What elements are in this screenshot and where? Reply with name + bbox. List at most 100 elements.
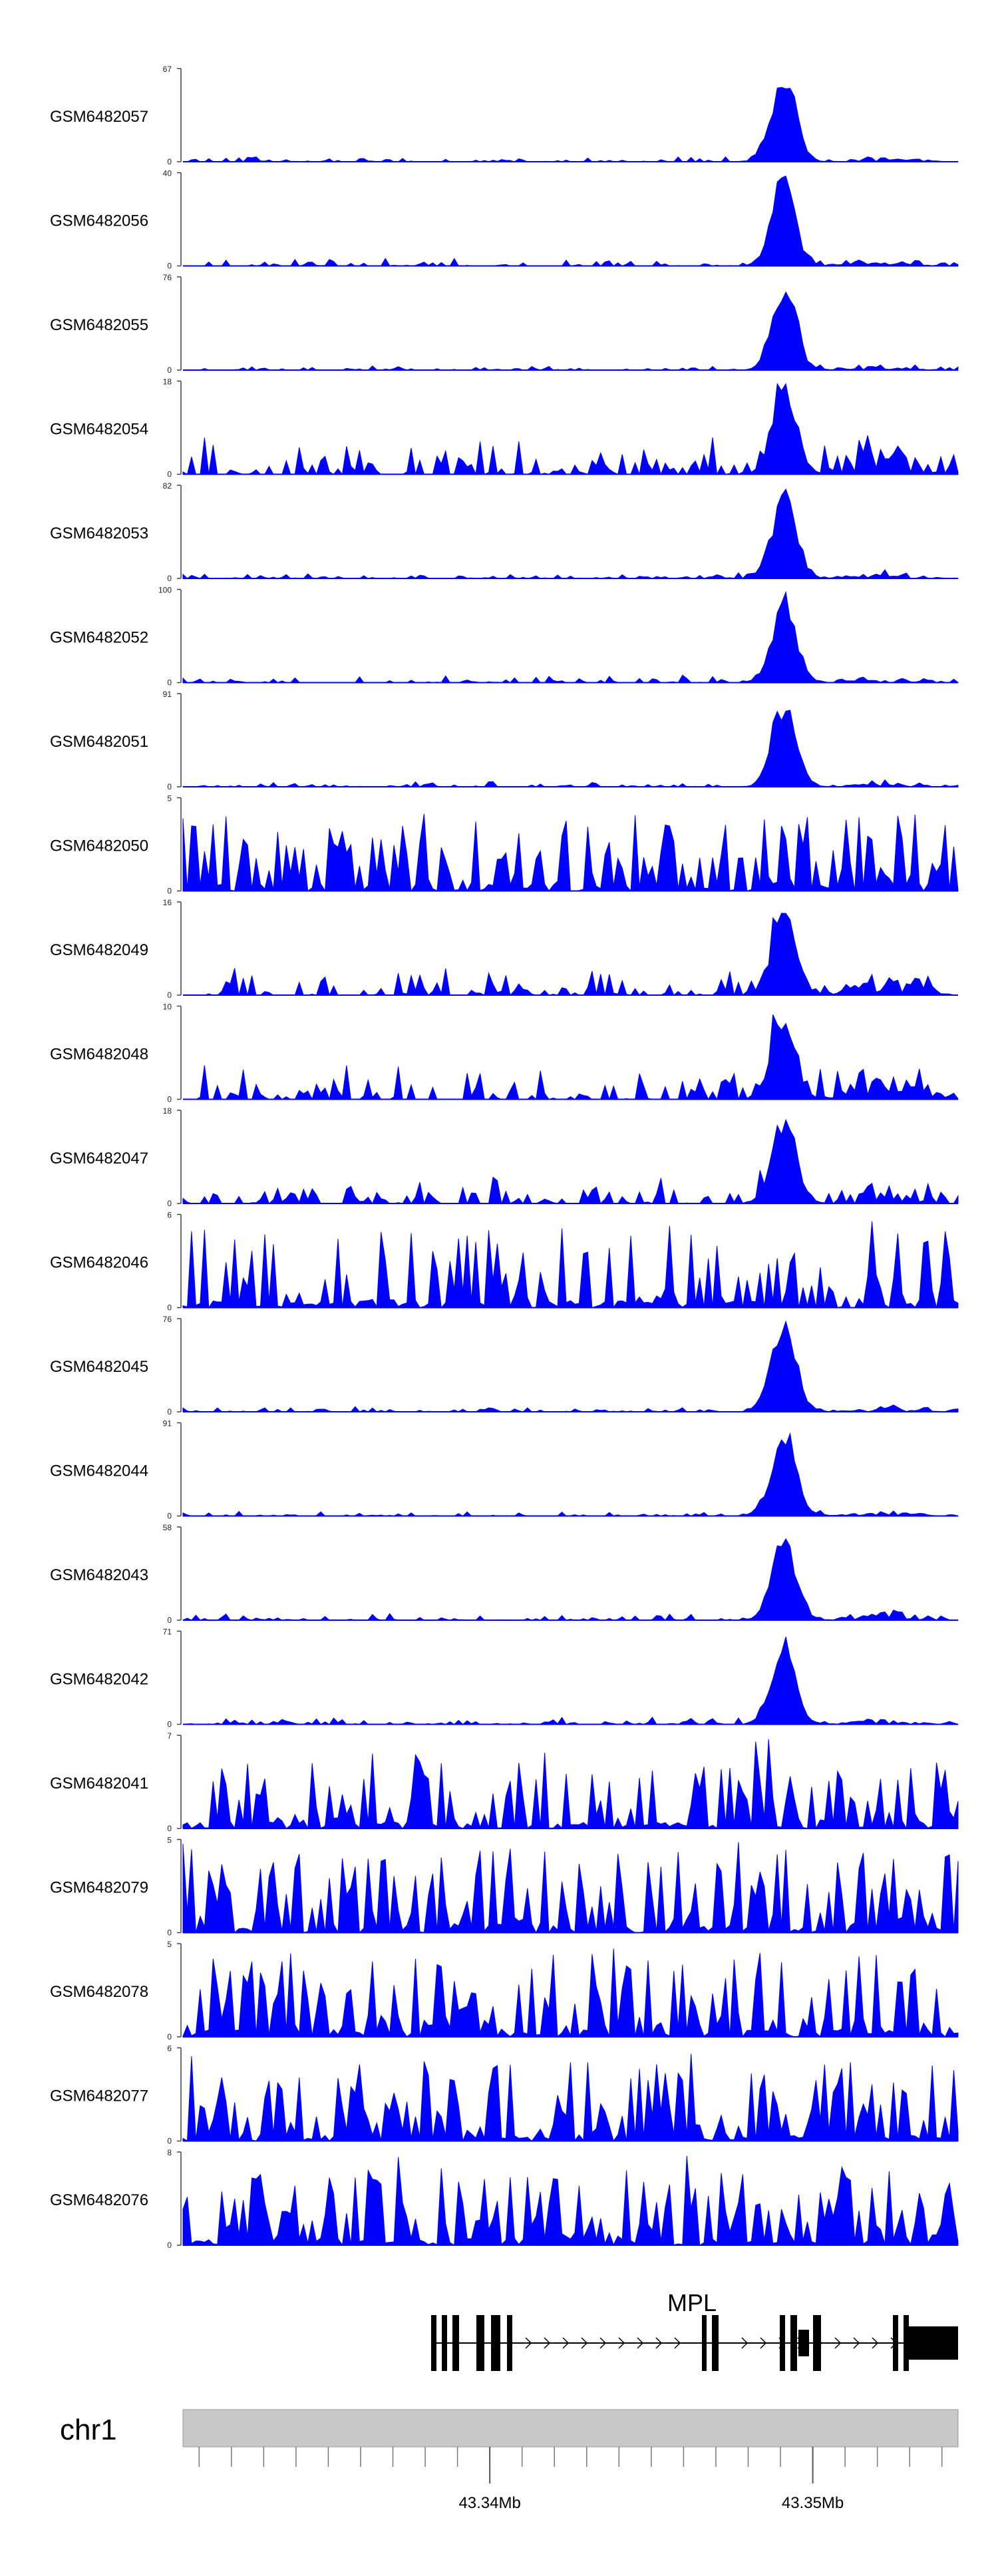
track-GSM6482045: GSM6482045 76 0: [50, 1315, 959, 1416]
track-GSM6482051: GSM6482051 91 0: [50, 690, 959, 791]
signal-area: [183, 175, 959, 267]
signal-area: [182, 2053, 959, 2143]
track-label: GSM6482043: [50, 1566, 148, 1584]
y-axis-min-label: 0: [167, 1512, 172, 1521]
utr-block: [909, 2326, 958, 2360]
signal-area: [182, 590, 959, 684]
track-GSM6482076: GSM6482076 8 0: [50, 2148, 959, 2250]
chromosome-axis: chr1 43.34Mb 43.35Mb: [60, 2409, 959, 2512]
y-axis-max-label: 6: [167, 1211, 172, 1220]
y-axis-max-label: 16: [163, 898, 172, 907]
y-axis-max-label: 18: [163, 377, 172, 387]
track-GSM6482044: GSM6482044 91 0: [50, 1419, 959, 1521]
strand-arrow: [853, 2337, 860, 2349]
exon: [507, 2315, 512, 2371]
y-axis-min-label: 0: [167, 1928, 172, 1938]
exon: [798, 2330, 809, 2356]
signal-area: [182, 1842, 959, 1934]
y-axis-max-label: 6: [167, 2044, 172, 2053]
y-axis-max-label: 91: [163, 690, 172, 699]
track-label: GSM6482053: [50, 525, 148, 542]
track-label: GSM6482049: [50, 941, 148, 959]
signal-area: [182, 710, 959, 787]
signal-area: [183, 1014, 959, 1101]
track-label: GSM6482046: [50, 1254, 148, 1272]
y-axis-max-label: 82: [163, 481, 172, 491]
strand-arrow: [618, 2337, 625, 2349]
y-axis-max-label: 100: [158, 586, 172, 595]
y-axis-min-label: 0: [167, 1303, 172, 1313]
strand-arrow: [544, 2337, 551, 2349]
y-axis-min-label: 0: [167, 1824, 172, 1833]
tick-label: 43.35Mb: [782, 2494, 844, 2512]
track-label: GSM6482076: [50, 2191, 148, 2209]
strand-arrow: [562, 2337, 570, 2349]
signal-area: [182, 813, 959, 892]
gene-model-track: MPL: [431, 2289, 958, 2371]
track-GSM6482057: GSM6482057 67 0: [50, 65, 959, 166]
y-axis-max-label: 5: [167, 1940, 172, 1949]
y-axis-min-label: 0: [167, 1615, 172, 1625]
y-axis-max-label: 67: [163, 65, 172, 74]
exon: [780, 2315, 785, 2371]
y-axis-min-label: 0: [167, 470, 172, 479]
exon: [712, 2315, 719, 2371]
coverage-tracks: GSM6482057670GSM6482056400GSM6482055760G…: [50, 65, 959, 2250]
y-axis-max-label: 58: [163, 1523, 172, 1532]
track-GSM6482042: GSM6482042 71 0: [50, 1627, 959, 1729]
strand-arrow: [637, 2337, 644, 2349]
y-axis-max-label: 5: [167, 794, 172, 803]
track-GSM6482079: GSM6482079 5 0: [50, 1836, 959, 1938]
y-axis-max-label: 40: [163, 169, 172, 178]
y-axis-max-label: 5: [167, 1836, 172, 1845]
y-axis-min-label: 0: [167, 2241, 172, 2250]
y-axis-min-label: 0: [167, 1720, 172, 1729]
track-label: GSM6482045: [50, 1358, 148, 1376]
strand-arrow: [525, 2337, 532, 2349]
track-label: GSM6482077: [50, 2087, 148, 2105]
track-label: GSM6482050: [50, 837, 148, 855]
y-axis-min-label: 0: [167, 782, 172, 791]
track-label: GSM6482057: [50, 108, 148, 126]
track-label: GSM6482048: [50, 1046, 148, 1064]
y-axis-max-label: 71: [163, 1627, 172, 1637]
exon: [476, 2315, 484, 2371]
track-GSM6482077: GSM6482077 6 0: [50, 2044, 959, 2146]
track-label: GSM6482042: [50, 1671, 148, 1689]
signal-area: [183, 87, 959, 162]
track-GSM6482056: GSM6482056 40 0: [50, 169, 959, 271]
exon: [904, 2315, 909, 2371]
y-axis-min-label: 0: [167, 990, 172, 1000]
y-axis-max-label: 76: [163, 1315, 172, 1324]
exon: [452, 2315, 459, 2371]
track-label: GSM6482079: [50, 1879, 148, 1897]
signal-area: [182, 1320, 959, 1412]
y-axis-min-label: 0: [167, 157, 172, 166]
exon: [702, 2315, 707, 2371]
y-axis-min-label: 0: [167, 262, 172, 271]
y-axis-min-label: 0: [167, 1407, 172, 1416]
track-GSM6482052: GSM6482052 100 0: [50, 586, 959, 688]
y-axis-min-label: 0: [167, 2032, 172, 2041]
signal-area: [182, 1118, 959, 1205]
strand-arrow: [674, 2337, 681, 2349]
track-label: GSM6482051: [50, 733, 148, 751]
strand-arrow: [834, 2337, 842, 2349]
signal-area: [182, 1636, 959, 1725]
track-GSM6482048: GSM6482048 10 0: [50, 1002, 959, 1104]
track-GSM6482053: GSM6482053 82 0: [50, 481, 959, 583]
track-label: GSM6482056: [50, 212, 148, 230]
track-GSM6482046: GSM6482046 6 0: [50, 1211, 959, 1313]
y-axis-min-label: 0: [167, 2137, 172, 2146]
y-axis-min-label: 0: [167, 1199, 172, 1208]
y-axis-min-label: 0: [167, 887, 172, 896]
strand-arrow: [872, 2337, 879, 2349]
track-label: GSM6482041: [50, 1775, 148, 1793]
signal-area: [182, 1432, 959, 1517]
track-label: GSM6482054: [50, 421, 148, 439]
track-GSM6482050: GSM6482050 5 0: [50, 794, 959, 896]
signal-area: [182, 1221, 959, 1309]
y-axis-max-label: 18: [163, 1106, 172, 1116]
chromosome-bar: [182, 2409, 959, 2448]
